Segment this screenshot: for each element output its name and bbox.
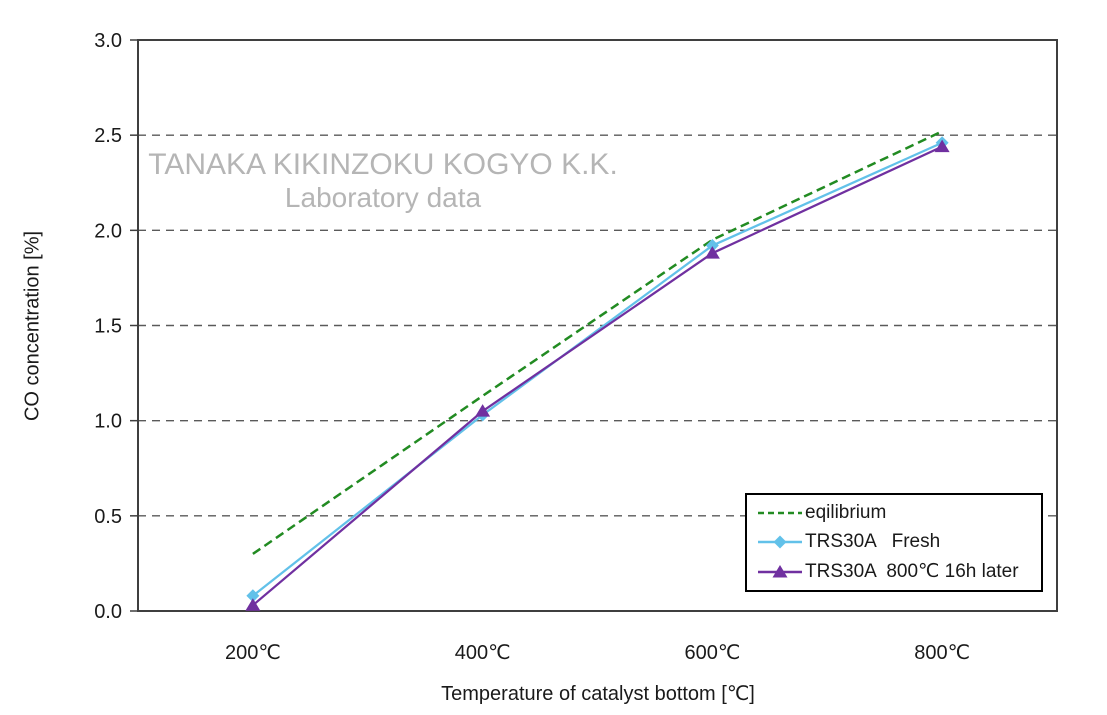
watermark-line2: Laboratory data [284,181,482,213]
legend-swatch-3 [758,564,802,578]
y-tick-label-0.0: 0.0 [94,601,122,623]
legend-label-1: eqilibrium [805,501,887,523]
legend-item-1: eqilibrium [756,502,1037,524]
x-tick-label-4: 800℃ [914,642,970,664]
legend-marker-diamond-icon [773,535,787,549]
series-2-marker-600℃ [705,239,719,253]
x-tick-label-3: 600℃ [684,642,740,664]
x-tick-label-2: 400℃ [455,642,511,664]
legend-swatch-1 [758,511,802,514]
x-axis-title: Temperature of catalyst bottom [℃] [441,683,755,705]
legend-item-3: TRS30A 800℃ 16h later [756,560,1037,583]
watermark-line1: TANAKA KIKINZOKU KOGYO K.K. [148,148,618,181]
y-tick-label-3.0: 3.0 [94,30,122,52]
series-3-marker-400℃ [475,404,491,417]
series-2-marker-200℃ [246,589,260,603]
series-3-marker-200℃ [245,598,261,611]
legend-label-3: TRS30A 800℃ 16h later [805,561,1019,583]
y-axis-title: CO concentration [%] [21,230,44,422]
legend: eqilibrium TRS30A Fresh TRS30A 800℃ 16h la… [745,493,1043,592]
legend-item-2: TRS30A Fresh [756,531,1037,553]
legend-marker-triangle-icon [772,564,788,578]
series-3-marker-600℃ [704,246,720,259]
x-tick-label-1: 200℃ [225,642,281,664]
watermark: TANAKA KIKINZOKU KOGYO K.K. Laboratory d… [148,148,618,213]
series-3-marker-800℃ [934,139,950,153]
series-line-3 [252,145,943,607]
legend-label-2: TRS30A Fresh [805,530,941,552]
y-tick-label-2.0: 2.0 [94,220,122,242]
series-line-2 [252,141,943,597]
legend-swatch-2 [758,535,802,549]
y-tick-label-0.5: 0.5 [94,506,122,528]
y-tick-label-1.0: 1.0 [94,411,122,433]
y-tick-label-1.5: 1.5 [94,316,122,338]
y-tick-label-2.5: 2.5 [94,125,122,147]
